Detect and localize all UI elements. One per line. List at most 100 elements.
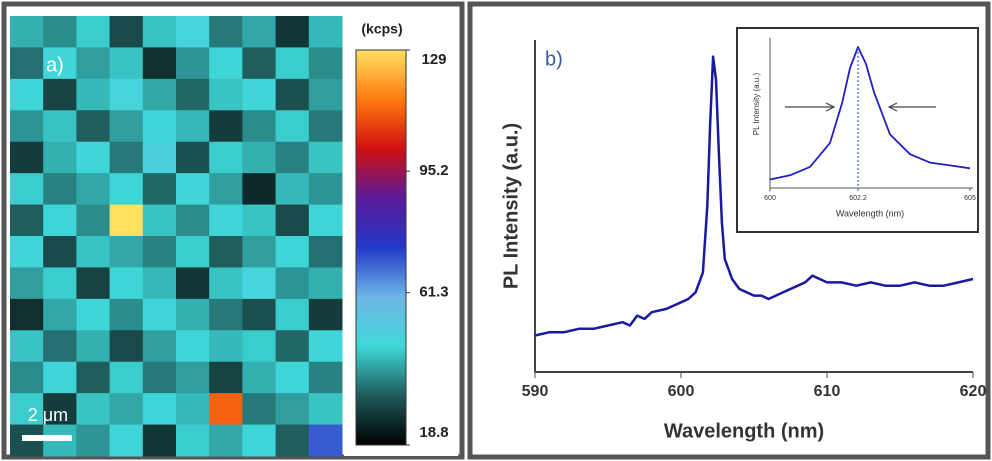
heatmap-cell — [43, 173, 77, 206]
heatmap-cell — [76, 393, 111, 426]
panel-label: a) — [46, 54, 64, 76]
heatmap-cell — [242, 110, 277, 143]
heatmap-cell — [76, 141, 111, 174]
heatmap-cell — [242, 16, 277, 48]
heatmap-cell — [242, 298, 277, 331]
heatmap-cell — [10, 267, 44, 300]
heatmap-cell — [76, 361, 111, 394]
x-tick-label: 590 — [522, 383, 549, 400]
heatmap-cell — [275, 78, 310, 111]
heatmap-cell — [242, 424, 277, 457]
heatmap-cell — [43, 110, 77, 143]
scale-bar — [22, 435, 72, 441]
colorbar-label: (kcps) — [361, 21, 402, 37]
heatmap-cell — [308, 361, 343, 394]
x-axis-label: Wavelength (nm) — [836, 208, 904, 218]
heatmap-cell — [109, 330, 144, 363]
heatmap-cell — [209, 330, 243, 363]
heatmap-cell — [275, 330, 310, 363]
heatmap-cell — [43, 267, 77, 300]
heatmap-cell — [209, 424, 243, 457]
heatmap-cell — [308, 78, 343, 111]
heatmap-cell — [43, 393, 77, 426]
heatmap-cell — [43, 330, 77, 363]
heatmap-cell — [308, 267, 343, 300]
heatmap-cell — [176, 424, 210, 457]
y-axis-label: PL Intensity (a.u.) — [500, 123, 522, 289]
heatmap-cell — [275, 173, 310, 206]
heatmap-cell — [43, 298, 77, 331]
colorbar-tick-label: 129 — [421, 51, 446, 68]
heatmap-cell — [76, 267, 111, 300]
heatmap-cell — [209, 298, 243, 331]
colorbar-tick-label: 95.2 — [419, 162, 448, 179]
heatmap-cell — [109, 236, 144, 268]
heatmap-cell — [109, 424, 144, 457]
x-tick-label: 600 — [668, 383, 695, 400]
heatmap-cell — [10, 110, 44, 143]
heatmap-cell — [176, 110, 210, 143]
heatmap-cell — [176, 47, 210, 80]
heatmap-cell — [109, 267, 144, 300]
heatmap-cell — [142, 173, 177, 206]
x-tick-label: 605 — [964, 195, 976, 202]
heatmap-cell — [275, 47, 310, 80]
heatmap-cell — [176, 16, 210, 48]
heatmap-cell — [275, 236, 310, 268]
heatmap-cell — [308, 393, 343, 426]
heatmap-cell — [242, 204, 277, 237]
heatmap-cell — [109, 173, 144, 206]
heatmap-cell — [142, 78, 177, 111]
heatmap-cell — [275, 141, 310, 174]
heatmap-cell — [209, 141, 243, 174]
heatmap-cell — [308, 424, 343, 457]
heatmap-cell — [308, 110, 343, 143]
heatmap-cell — [176, 141, 210, 174]
spectrum-line — [534, 55, 974, 337]
heatmap-cell — [209, 204, 243, 237]
heatmap-cell — [308, 16, 343, 48]
heatmap-cell — [275, 16, 310, 48]
heatmap-cell — [76, 236, 111, 268]
heatmap-cell — [76, 110, 111, 143]
heatmap-cell — [109, 361, 144, 394]
colorbar — [355, 49, 407, 446]
heatmap-cell — [176, 298, 210, 331]
heatmap-cell — [10, 78, 44, 111]
heatmap-cell — [109, 110, 144, 143]
y-axis-label: PL Intensity (a.u.) — [752, 72, 761, 135]
heatmap-cell — [10, 204, 44, 237]
heatmap-cell — [142, 204, 177, 237]
heatmap-cell — [176, 173, 210, 206]
heatmap-cell — [176, 330, 210, 363]
heatmap-cell — [308, 236, 343, 268]
heatmap-cell — [209, 236, 243, 268]
heatmap-cell — [142, 424, 177, 457]
heatmap-cell — [142, 16, 177, 48]
heatmap-cell — [209, 47, 243, 80]
fwhm-arrow — [887, 102, 936, 112]
heatmap-cell — [76, 47, 111, 80]
heatmap-cell — [10, 236, 44, 268]
heatmap-cell — [43, 16, 77, 48]
panel-label: b) — [545, 48, 563, 70]
heatmap-cell — [275, 204, 310, 237]
heatmap-cell — [308, 330, 343, 363]
heatmap-cell — [142, 393, 177, 426]
heatmap-cell — [43, 47, 77, 80]
heatmap-cell — [275, 267, 310, 300]
heatmap-cell — [209, 110, 243, 143]
heatmap-cell — [176, 267, 210, 300]
heatmap-cell — [142, 236, 177, 268]
heatmap-cell — [308, 298, 343, 331]
heatmap-cell — [176, 236, 210, 268]
heatmap-cell — [308, 141, 343, 174]
heatmap-cell — [242, 47, 277, 80]
heatmap-cell — [43, 78, 77, 111]
x-tick-label: 620 — [960, 383, 987, 400]
heatmap-cell — [43, 236, 77, 268]
scale-bar-label: 2 μm — [28, 405, 68, 425]
heatmap-cell — [142, 298, 177, 331]
heatmap-cell — [242, 236, 277, 268]
